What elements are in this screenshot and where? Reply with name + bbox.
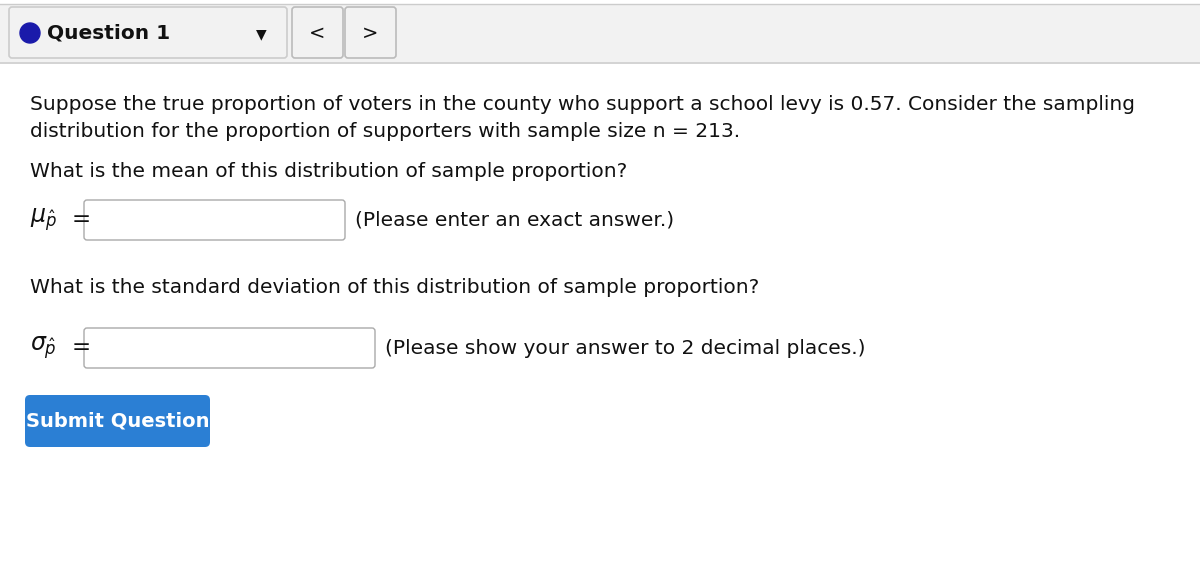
Text: What is the standard deviation of this distribution of sample proportion?: What is the standard deviation of this d… [30,278,760,297]
FancyBboxPatch shape [84,328,374,368]
Text: =: = [72,336,91,359]
Text: >: > [362,23,378,42]
Text: Suppose the true proportion of voters in the county who support a school levy is: Suppose the true proportion of voters in… [30,95,1135,114]
Text: ▼: ▼ [256,27,266,41]
Circle shape [20,23,40,43]
FancyBboxPatch shape [84,200,346,240]
Text: $\mu_{\hat{p}}$: $\mu_{\hat{p}}$ [30,206,58,233]
FancyBboxPatch shape [10,7,287,58]
FancyBboxPatch shape [0,4,1200,62]
Text: Submit Question: Submit Question [26,411,210,431]
Text: $\sigma_{\hat{p}}$: $\sigma_{\hat{p}}$ [30,335,56,362]
Text: <: < [308,23,325,42]
Text: =: = [72,209,91,232]
Text: Question 1: Question 1 [47,23,170,42]
FancyBboxPatch shape [25,395,210,447]
Text: (Please show your answer to 2 decimal places.): (Please show your answer to 2 decimal pl… [385,339,865,358]
FancyBboxPatch shape [292,7,343,58]
Text: What is the mean of this distribution of sample proportion?: What is the mean of this distribution of… [30,162,628,181]
Text: (Please enter an exact answer.): (Please enter an exact answer.) [355,210,674,229]
FancyBboxPatch shape [346,7,396,58]
Text: distribution for the proportion of supporters with sample size n = 213.: distribution for the proportion of suppo… [30,122,740,141]
